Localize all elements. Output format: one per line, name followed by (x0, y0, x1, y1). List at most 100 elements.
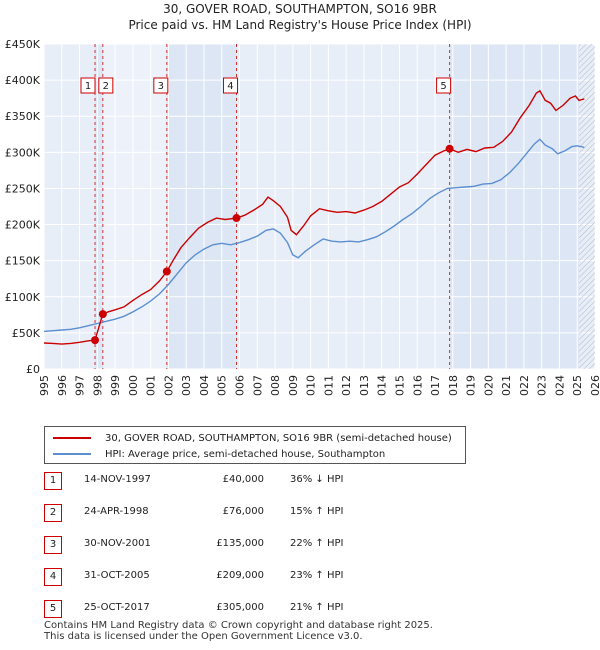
sale-marker-label-4: 4 (227, 81, 233, 92)
sale-badge: 1 (44, 472, 62, 490)
y-tick-label: £100K (5, 291, 41, 304)
y-tick-label: £150K (5, 255, 41, 268)
x-tick-label: 2003 (180, 375, 193, 396)
legend-swatch-hpi (53, 453, 91, 455)
chart-subtitle: Price paid vs. HM Land Registry's House … (128, 18, 472, 32)
sale-marker-label-1: 1 (85, 81, 91, 92)
table-row: 4 31-OCT-2005 £209,000 23% ↑ HPI (44, 568, 464, 588)
x-tick-label: 2005 (216, 375, 229, 396)
sale-point-1 (91, 336, 100, 345)
x-tick-label: 2026 (589, 375, 600, 396)
sale-marker-box-4 (222, 77, 238, 94)
sale-hpi-diff: 36% ↓ HPI (290, 474, 344, 485)
hpi-series-line (43, 138, 585, 333)
x-tick-label: 2021 (500, 375, 513, 396)
x-tick-label: 2025 (571, 375, 584, 396)
sale-band (449, 44, 580, 369)
x-tick-label: 2017 (429, 375, 442, 396)
sale-marker-box-1 (80, 77, 96, 94)
sale-point-5 (445, 144, 454, 153)
sale-date: 24-APR-1998 (84, 506, 149, 517)
y-tick-label: £250K (5, 182, 41, 195)
sale-price: £76,000 (222, 506, 264, 517)
x-tick-label: 2024 (553, 375, 566, 396)
legend-label-hpi: HPI: Average price, semi-detached house,… (105, 448, 386, 460)
sale-date: 31-OCT-2005 (84, 570, 150, 581)
sale-badge: 2 (44, 504, 62, 522)
sale-marker-box-2 (98, 77, 114, 94)
x-tick-label: 2023 (536, 375, 549, 396)
y-tick-label: £450K (5, 38, 41, 51)
chart-title: 30, GOVER ROAD, SOUTHAMPTON, SO16 9BR (163, 2, 437, 16)
sale-hpi-diff: 23% ↑ HPI (290, 570, 344, 581)
sale-marker-label-2: 2 (103, 81, 109, 92)
legend-item-hpi: HPI: Average price, semi-detached house,… (53, 446, 385, 462)
table-row: 1 14-NOV-1997 £40,000 36% ↓ HPI (44, 472, 464, 492)
sale-hpi-diff: 21% ↑ HPI (290, 602, 344, 613)
sale-badge: 5 (44, 600, 62, 618)
x-tick-label: 2019 (465, 375, 478, 396)
x-tick-label: 2013 (358, 375, 371, 396)
sale-hpi-diff: 22% ↑ HPI (290, 538, 344, 549)
y-tick-label: £350K (5, 110, 41, 123)
x-tick-label: 2001 (145, 375, 158, 396)
x-tick-label: 1999 (109, 375, 122, 396)
x-tick-label: 2000 (127, 375, 140, 396)
sale-date: 14-NOV-1997 (84, 474, 151, 485)
sale-badge: 3 (44, 536, 62, 554)
sale-hpi-diff: 15% ↑ HPI (290, 506, 344, 517)
sale-price: £209,000 (216, 570, 264, 581)
x-tick-label: 2010 (305, 375, 318, 396)
x-tick-label: 2011 (322, 375, 335, 396)
x-tick-label: 1998 (91, 375, 104, 396)
price-chart: 1 2 3 4 5 £0 £50K £100K £150K £200K £250K £300K £350… (5, 38, 600, 396)
x-tick-label: 2020 (482, 375, 495, 396)
x-tick-label: 1996 (56, 375, 69, 396)
legend: 30, GOVER ROAD, SOUTHAMPTON, SO16 9BR (s… (44, 426, 466, 464)
sale-marker-box-3 (153, 77, 169, 94)
y-tick-label: £200K (5, 219, 41, 232)
x-tick-label: 2008 (269, 375, 282, 396)
sale-marker-label-3: 3 (158, 81, 164, 92)
x-tick-label: 2022 (518, 375, 531, 396)
x-tick-label: 2018 (447, 375, 460, 396)
y-tick-label: £50K (12, 327, 41, 340)
sale-point-4 (232, 214, 241, 223)
table-row: 2 24-APR-1998 £76,000 15% ↑ HPI (44, 504, 464, 524)
legend-label-price: 30, GOVER ROAD, SOUTHAMPTON, SO16 9BR (s… (105, 432, 452, 444)
sale-price: £135,000 (216, 538, 264, 549)
x-tick-label: 2015 (393, 375, 406, 396)
x-tick-label: 2006 (234, 375, 247, 396)
sale-price: £305,000 (216, 602, 264, 613)
table-row: 3 30-NOV-2001 £135,000 22% ↑ HPI (44, 536, 464, 556)
x-tick-label: 2012 (340, 375, 353, 396)
legend-swatch-price (53, 437, 91, 439)
sale-band (166, 44, 237, 369)
sale-band (102, 44, 167, 369)
sale-price: £40,000 (222, 474, 264, 485)
footer-copyright: Contains HM Land Registry data © Crown c… (44, 620, 433, 631)
future-hatch (579, 44, 595, 369)
y-tick-label: £0 (26, 363, 40, 376)
footer: Contains HM Land Registry data © Crown c… (44, 620, 433, 642)
sale-point-3 (162, 267, 171, 276)
x-tick-label: 2009 (287, 375, 300, 396)
x-tick-label: 2002 (162, 375, 175, 396)
sale-badge: 4 (44, 568, 62, 586)
table-row: 5 25-OCT-2017 £305,000 21% ↑ HPI (44, 600, 464, 620)
sale-point-2 (98, 310, 107, 319)
price-series-line (43, 89, 585, 345)
x-tick-label: 1997 (74, 375, 87, 396)
x-tick-label: 1995 (38, 375, 51, 396)
y-tick-label: £400K (5, 74, 41, 87)
footer-license: This data is licensed under the Open Gov… (44, 631, 363, 642)
x-tick-label: 2016 (411, 375, 424, 396)
x-tick-label: 2014 (376, 375, 389, 396)
x-tick-label: 2004 (198, 375, 211, 396)
x-tick-label: 2007 (251, 375, 264, 396)
sale-date: 30-NOV-2001 (84, 538, 151, 549)
sale-marker-box-5 (436, 77, 452, 94)
sale-date: 25-OCT-2017 (84, 602, 150, 613)
legend-item-price: 30, GOVER ROAD, SOUTHAMPTON, SO16 9BR (s… (53, 430, 452, 446)
sale-band (95, 44, 103, 369)
